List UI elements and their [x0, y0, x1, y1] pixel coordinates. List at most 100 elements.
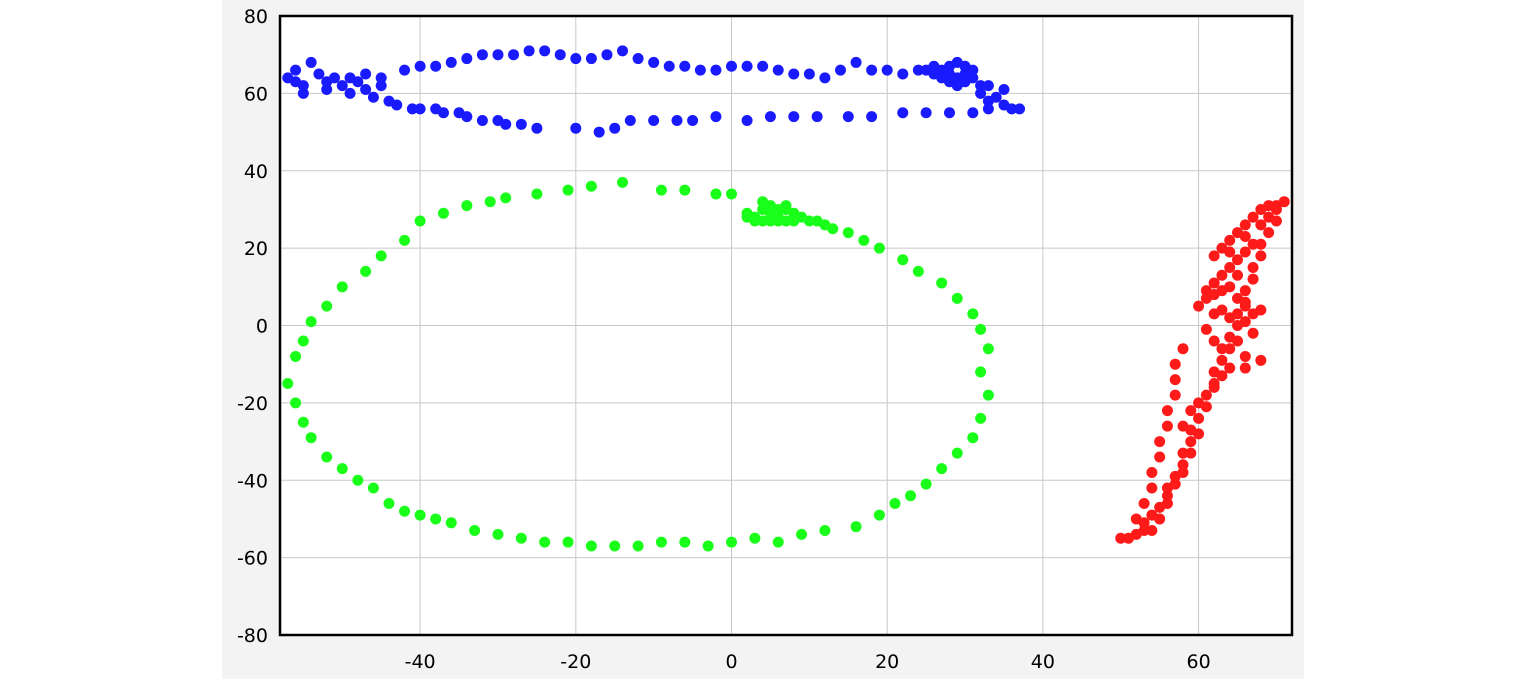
data-point — [492, 528, 504, 540]
y-tick-label: -60 — [237, 548, 268, 570]
data-point — [1263, 227, 1275, 239]
x-tick-label: -40 — [405, 651, 436, 673]
data-point — [1232, 254, 1244, 266]
data-point — [858, 234, 870, 246]
y-tick-label: 60 — [244, 83, 268, 105]
data-point — [1177, 447, 1189, 459]
data-point — [749, 532, 761, 544]
plot-border — [278, 14, 1294, 637]
series-1 — [282, 45, 1026, 138]
data-point — [336, 80, 348, 92]
data-point — [912, 265, 924, 277]
data-point — [1239, 231, 1251, 243]
data-point — [772, 215, 784, 227]
data-point — [1239, 350, 1251, 362]
data-point — [663, 60, 675, 72]
data-point — [1169, 374, 1181, 386]
x-tick-label: 20 — [875, 651, 899, 673]
data-point — [360, 265, 372, 277]
data-point — [936, 277, 948, 289]
data-point — [943, 107, 955, 119]
data-point — [897, 68, 909, 80]
data-point — [1247, 273, 1259, 285]
data-point — [461, 53, 473, 65]
data-point — [975, 412, 987, 424]
data-point — [1224, 281, 1236, 293]
data-point — [624, 114, 636, 126]
data-point — [500, 118, 512, 130]
data-point — [757, 60, 769, 72]
data-point — [959, 76, 971, 88]
data-point — [1154, 451, 1166, 463]
data-point — [687, 114, 699, 126]
data-point — [1216, 343, 1228, 355]
data-point — [609, 540, 621, 552]
data-point — [1232, 335, 1244, 347]
data-point — [297, 416, 309, 428]
data-point — [671, 114, 683, 126]
data-point — [694, 64, 706, 76]
data-point — [1200, 323, 1212, 335]
data-point — [1185, 405, 1197, 417]
data-point — [414, 103, 426, 115]
data-point — [1130, 513, 1142, 525]
y-tick-label: 40 — [244, 161, 268, 183]
data-point — [982, 103, 994, 115]
data-point — [1161, 490, 1173, 502]
data-point — [1255, 250, 1267, 262]
data-point — [741, 211, 753, 223]
data-point — [344, 87, 356, 99]
data-point — [1216, 304, 1228, 316]
data-point — [982, 389, 994, 401]
data-point — [710, 111, 722, 123]
data-point — [1270, 200, 1282, 212]
data-point — [290, 64, 302, 76]
data-point — [1154, 436, 1166, 448]
data-point — [531, 188, 543, 200]
data-point — [679, 184, 691, 196]
y-tick-label: 0 — [256, 316, 268, 338]
data-point — [321, 84, 333, 96]
data-point — [375, 80, 387, 92]
data-point — [873, 242, 885, 254]
data-point — [290, 76, 302, 88]
data-point — [850, 521, 862, 533]
data-point — [399, 234, 411, 246]
data-point — [570, 122, 582, 134]
data-point — [375, 250, 387, 262]
data-point — [726, 536, 738, 548]
y-tick-label: 20 — [244, 238, 268, 260]
x-tick-label: 0 — [725, 651, 737, 673]
data-point — [1232, 269, 1244, 281]
data-point — [889, 497, 901, 509]
y-tick-label: -20 — [237, 393, 268, 415]
data-point — [967, 107, 979, 119]
data-point — [360, 68, 372, 80]
data-point — [967, 64, 979, 76]
data-point — [1138, 497, 1150, 509]
data-point — [297, 87, 309, 99]
x-tick-label: 40 — [1031, 651, 1055, 673]
data-point — [1239, 300, 1251, 312]
data-point — [1177, 467, 1189, 479]
data-point — [336, 281, 348, 293]
data-point — [796, 528, 808, 540]
data-point — [982, 80, 994, 92]
data-point — [1216, 370, 1228, 382]
data-point — [819, 525, 831, 537]
data-point — [1247, 211, 1259, 223]
data-point — [539, 536, 551, 548]
data-point — [1193, 300, 1205, 312]
data-point — [1239, 316, 1251, 328]
data-point — [764, 111, 776, 123]
data-point — [912, 64, 924, 76]
data-point — [383, 497, 395, 509]
data-point — [757, 215, 769, 227]
data-point — [1224, 234, 1236, 246]
data-point — [772, 536, 784, 548]
data-point — [998, 84, 1010, 96]
data-point — [842, 111, 854, 123]
data-point — [702, 540, 714, 552]
